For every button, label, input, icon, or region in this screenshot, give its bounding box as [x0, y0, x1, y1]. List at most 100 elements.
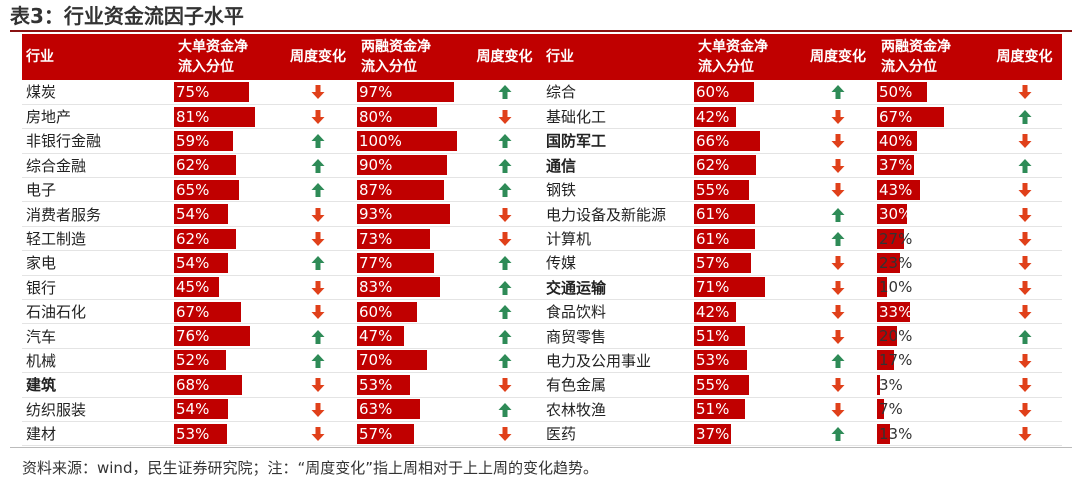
percentile-bar-wrap: 61% [694, 228, 799, 250]
industry-name: 银行 [22, 275, 174, 301]
margin-percentile-cell: 63% [357, 397, 467, 422]
percentile-value: 33% [879, 302, 913, 321]
percentile-bar [357, 399, 420, 420]
percentile-bar-wrap: 67% [174, 301, 279, 323]
arrow-down-icon [498, 427, 511, 442]
big-order-percentile-cell: 71% [694, 275, 799, 301]
weekly-change-cell [987, 421, 1062, 447]
header-margin-left: 两融资金净 流入分位 [357, 34, 467, 80]
weekly-change-cell [279, 104, 357, 130]
big-order-percentile-cell: 60% [694, 80, 799, 105]
percentile-bar [694, 228, 755, 249]
weekly-change-cell [987, 201, 1062, 227]
percentile-bar [174, 204, 228, 225]
weekly-change-cell [467, 201, 542, 227]
weekly-change-cell [467, 299, 542, 325]
table-row: 房地产 81% 80% 基础化工 42% 67% [22, 104, 1062, 130]
industry-name: 煤炭 [22, 80, 174, 105]
big-order-percentile-cell: 76% [174, 323, 279, 349]
percentile-bar [694, 399, 745, 420]
percentile-bar-wrap: 3% [877, 374, 987, 396]
weekly-change-cell [279, 177, 357, 203]
arrow-up-icon [831, 207, 845, 222]
percentile-value: 37% [696, 424, 730, 443]
percentile-value: 40% [879, 131, 913, 150]
percentile-bar [357, 179, 444, 200]
percentile-bar-wrap: 65% [174, 179, 279, 201]
percentile-bar [174, 228, 236, 249]
percentile-value: 55% [696, 375, 730, 394]
margin-percentile-cell: 67% [877, 104, 987, 130]
big-order-percentile-cell: 53% [694, 348, 799, 374]
big-order-percentile-cell: 42% [694, 299, 799, 325]
header-big-order-line2: 流入分位 [178, 59, 234, 75]
percentile-bar-wrap: 61% [694, 203, 799, 225]
industry-name: 食品饮料 [542, 299, 694, 325]
arrow-down-icon [831, 402, 845, 417]
percentile-bar [174, 106, 255, 127]
table-row: 银行 45% 83% 交通运输 71% 10% [22, 275, 1062, 301]
percentile-bar [694, 350, 747, 371]
weekly-change-cell [279, 421, 357, 447]
percentile-value: 65% [176, 180, 210, 199]
percentile-value: 81% [176, 107, 210, 126]
margin-percentile-cell: 10% [877, 275, 987, 301]
weekly-change-cell [279, 275, 357, 301]
weekly-change-cell [987, 299, 1062, 325]
percentile-bar [694, 204, 755, 225]
big-order-percentile-cell: 75% [174, 80, 279, 105]
percentile-bar-wrap: 53% [174, 423, 279, 445]
industry-name: 电子 [22, 177, 174, 203]
percentile-bar-wrap: 76% [174, 325, 279, 347]
percentile-value: 53% [359, 375, 393, 394]
percentile-bar-wrap: 51% [694, 398, 799, 420]
arrow-up-icon [831, 85, 845, 100]
percentile-value: 45% [176, 278, 210, 297]
percentile-bar [694, 326, 745, 347]
percentile-bar [174, 423, 227, 444]
weekly-change-cell [987, 348, 1062, 374]
percentile-value: 60% [696, 82, 730, 101]
percentile-bar-wrap: 54% [174, 398, 279, 420]
percentile-value: 66% [696, 131, 730, 150]
arrow-down-icon [311, 110, 325, 125]
weekly-change-cell [799, 421, 877, 447]
percentile-value: 53% [696, 351, 730, 370]
percentile-value: 17% [879, 351, 913, 370]
percentile-bar [694, 130, 760, 151]
header-big-order-line1: 大单资金净 [178, 39, 248, 55]
percentile-value: 100% [359, 131, 402, 150]
percentile-bar-wrap: 54% [174, 252, 279, 274]
percentile-value: 70% [359, 351, 393, 370]
industry-name: 纺织服装 [22, 397, 174, 422]
percentile-bar-wrap: 62% [174, 228, 279, 250]
percentile-value: 51% [696, 400, 730, 419]
margin-percentile-cell: 17% [877, 348, 987, 374]
margin-percentile-cell: 70% [357, 348, 467, 374]
table-row: 煤炭 75% 97% 综合 60% 50% [22, 80, 1062, 105]
industry-name: 电力设备及新能源 [542, 201, 694, 227]
arrow-down-icon [831, 378, 845, 393]
weekly-change-cell [467, 250, 542, 276]
percentile-bar-wrap: 80% [357, 106, 467, 128]
percentile-bar [357, 130, 457, 151]
percentile-value: 57% [696, 253, 730, 272]
table-row: 综合金融 62% 90% 通信 62% 37% [22, 153, 1062, 179]
percentile-bar-wrap: 63% [357, 398, 467, 420]
percentile-bar-wrap: 37% [877, 154, 987, 176]
percentile-bar-wrap: 57% [357, 423, 467, 445]
industry-name: 农林牧渔 [542, 397, 694, 422]
percentile-value: 59% [176, 131, 210, 150]
percentile-value: 75% [176, 82, 210, 101]
percentile-value: 68% [176, 375, 210, 394]
percentile-bar-wrap: 87% [357, 179, 467, 201]
industry-name: 医药 [542, 421, 694, 447]
table-row: 电子 65% 87% 钢铁 55% 43% [22, 177, 1062, 203]
big-order-percentile-cell: 37% [694, 421, 799, 447]
percentile-bar-wrap: 33% [877, 301, 987, 323]
percentile-value: 57% [359, 424, 393, 443]
arrow-down-icon [831, 134, 845, 149]
weekly-change-cell [467, 397, 542, 422]
margin-percentile-cell: 37% [877, 153, 987, 179]
weekly-change-cell [799, 201, 877, 227]
